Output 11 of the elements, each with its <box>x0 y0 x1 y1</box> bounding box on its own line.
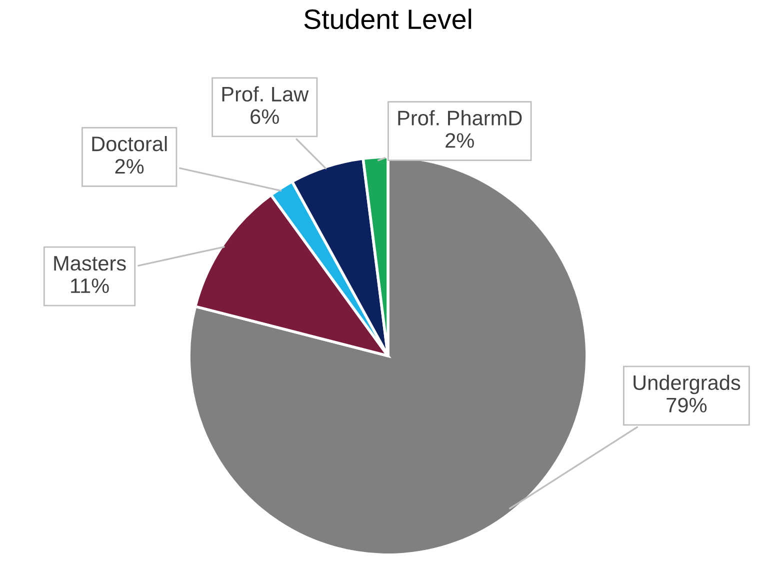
data-label: 2% <box>115 158 144 174</box>
slice-label: Masters <box>54 256 126 271</box>
data-label: 11% <box>71 278 109 294</box>
data-label: 6% <box>250 109 279 124</box>
slice-label: Prof. Law <box>222 86 309 102</box>
data-label: 79% <box>666 398 707 412</box>
data-label: 2% <box>446 133 474 148</box>
slice-label: Prof. PharmD <box>398 110 522 126</box>
chart-title: Student Level <box>304 8 472 30</box>
slice-label: Doctoral <box>92 136 167 152</box>
slice-label: Undergrads <box>634 374 740 394</box>
